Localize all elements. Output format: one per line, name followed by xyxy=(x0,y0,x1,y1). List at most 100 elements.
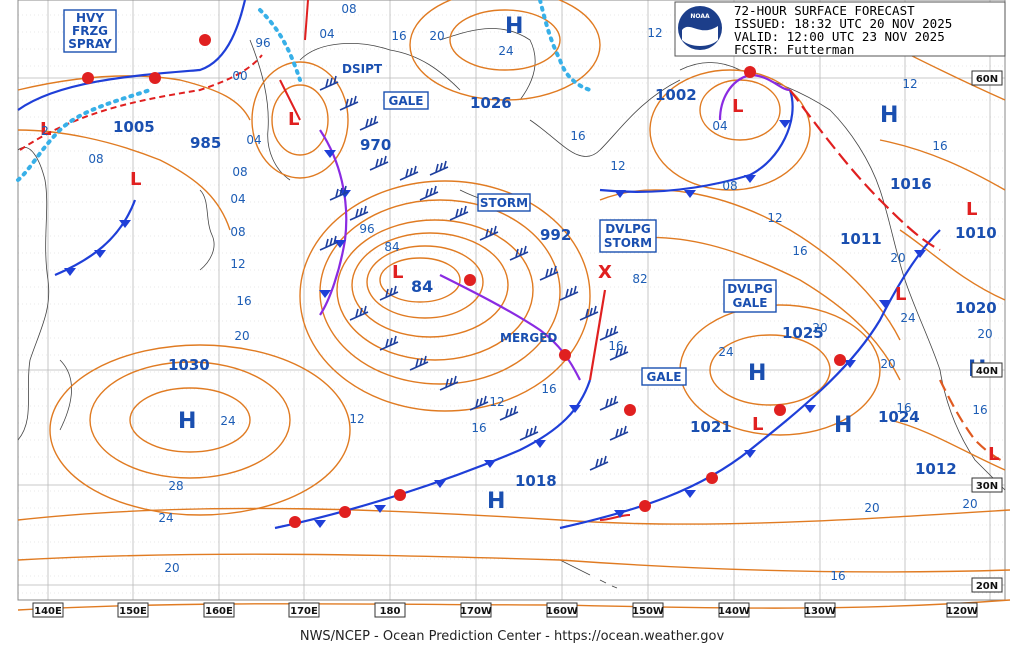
pressure-value: 1012 xyxy=(915,460,957,478)
noaa-logo-bird xyxy=(682,26,718,46)
isobar-value: 24 xyxy=(900,311,915,325)
dsipt-label: DSIPT xyxy=(342,62,383,76)
low-letter: L xyxy=(966,199,977,220)
lon-tick-box xyxy=(804,602,836,618)
wind-barb xyxy=(599,325,619,341)
box-line: HVY xyxy=(76,11,104,25)
pressure-value: 985 xyxy=(190,134,221,152)
isobar-value: 08 xyxy=(230,225,245,239)
lat-tick-box xyxy=(971,362,1003,378)
box-line: FRZG xyxy=(72,24,108,38)
cold-front-triangle xyxy=(614,190,626,198)
low-letter: L xyxy=(895,284,906,305)
high-letter: H xyxy=(487,489,505,514)
cold-front-triangle xyxy=(779,120,791,128)
warm-front-semicircle xyxy=(289,516,301,528)
lat-tick-box xyxy=(971,577,1003,593)
wind-barb xyxy=(449,205,469,221)
lon-tick-box xyxy=(546,602,578,618)
cold-front-triangle xyxy=(374,505,386,513)
header-box xyxy=(674,1,1006,57)
isobar-value: 12 xyxy=(349,412,364,426)
isobar-value: 04 xyxy=(246,133,261,147)
pressure-value: 1016 xyxy=(890,175,932,193)
lon-tick-label: 130W xyxy=(804,606,836,617)
box-line: DVLPG xyxy=(727,282,773,296)
cold-front-east xyxy=(559,229,941,530)
cold-front-triangle xyxy=(804,405,816,413)
wind-barb xyxy=(479,225,499,241)
warm-front-semicircle xyxy=(639,500,651,512)
box-line: GALE xyxy=(733,296,768,310)
header-issued: ISSUED: 18:32 UTC 20 NOV 2025 xyxy=(734,16,952,31)
isobar-value: 16 xyxy=(792,244,807,258)
lon-tick-label: 120W xyxy=(946,606,978,617)
isobar-value: 2 xyxy=(41,124,49,138)
high-letter: H xyxy=(834,413,852,438)
isobar-value: 24 xyxy=(498,44,513,58)
cold-front-triangle xyxy=(569,405,581,413)
cold-front-triangle xyxy=(64,268,76,276)
isobar-value: 20 xyxy=(890,251,905,265)
isobar-value: 20 xyxy=(962,497,977,511)
track-arrow-nw xyxy=(279,79,301,121)
lon-tick-label: 170W xyxy=(460,606,492,617)
wind-barbs xyxy=(319,75,629,471)
isobar-value: 24 xyxy=(220,414,235,428)
isobar-value: 04 xyxy=(319,27,334,41)
pressure-value: 1018 xyxy=(515,472,557,490)
isobar-value: 16 xyxy=(608,339,623,353)
header-title: 72-HOUR SURFACE FORECAST xyxy=(734,3,915,18)
lat-tick-label: 40N xyxy=(976,366,998,377)
gale-box xyxy=(641,367,687,386)
cold-front-triangle xyxy=(684,490,696,498)
lon-tick-box xyxy=(32,602,64,618)
lon-tick-label: 160E xyxy=(205,606,233,617)
wind-barb xyxy=(499,405,519,421)
low-letter: L xyxy=(732,96,743,117)
lat-tick-label: 30N xyxy=(976,481,998,492)
cold-front-triangle xyxy=(914,250,926,258)
wind-barb xyxy=(379,285,399,301)
cold-front-triangle xyxy=(744,175,756,183)
box-text: STORM xyxy=(480,196,528,210)
ice-line-2 xyxy=(538,0,592,92)
isobar-value: 20 xyxy=(977,327,992,341)
wind-barb xyxy=(349,205,369,221)
wind-barb xyxy=(589,455,609,471)
low-letter: L xyxy=(130,169,141,190)
isobar-value: 04 xyxy=(712,119,727,133)
occluded-front-main xyxy=(439,274,581,381)
axis-ticks: 140E 150E 160E 170E 180 170W 160W 150W 140W 130W 1… xyxy=(32,70,1003,618)
isobar-value: 12 xyxy=(647,26,662,40)
isobar-value: 12 xyxy=(230,257,245,271)
wind-barb xyxy=(349,305,369,321)
wind-barb xyxy=(319,235,339,251)
warm-front-semicircle xyxy=(706,472,718,484)
lon-tick-label: 170E xyxy=(290,606,318,617)
footer-credit: NWS/NCEP - Ocean Prediction Center - htt… xyxy=(300,629,725,644)
isobar-value: 04 xyxy=(230,192,245,206)
low-letter: L xyxy=(988,444,999,465)
wind-barb xyxy=(379,335,399,351)
wind-barb xyxy=(539,265,559,281)
isobar-value: 28 xyxy=(168,479,183,493)
front-north-west xyxy=(17,0,247,111)
wind-barb xyxy=(519,425,539,441)
warm-front-semicircle xyxy=(624,404,636,416)
isobar-value: 82 xyxy=(632,272,647,286)
cold-front-triangle xyxy=(484,460,496,468)
low-letter: L xyxy=(752,414,763,435)
isobar-value: 16 xyxy=(391,29,406,43)
wind-barb xyxy=(369,155,389,171)
pressure-value: 970 xyxy=(360,136,391,154)
wind-barb xyxy=(509,245,529,261)
pressure-value: 1010 xyxy=(955,224,997,242)
warm-front-frag xyxy=(599,514,631,521)
lon-tick-box xyxy=(718,602,750,618)
noaa-logo-text: NOAA xyxy=(690,13,710,20)
isobar-value: 08 xyxy=(88,152,103,166)
pressure-value: 1020 xyxy=(955,299,997,317)
ice-line-3 xyxy=(16,88,152,182)
